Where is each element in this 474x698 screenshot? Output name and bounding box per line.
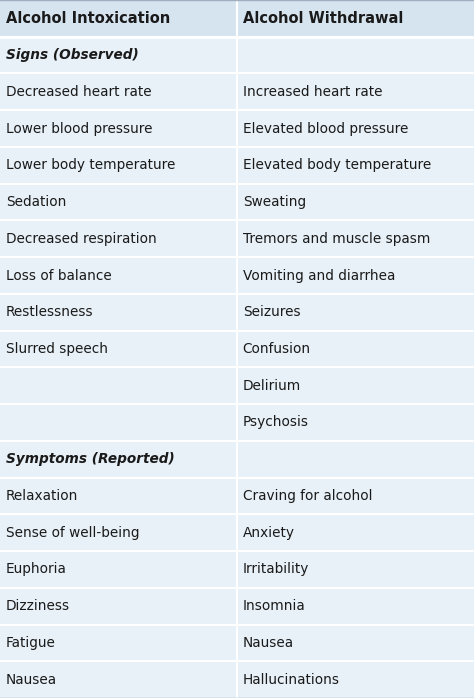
Text: Alcohol Intoxication: Alcohol Intoxication <box>6 11 170 26</box>
Text: Delirium: Delirium <box>243 379 301 393</box>
Bar <box>0 184 474 221</box>
Text: Elevated blood pressure: Elevated blood pressure <box>243 121 408 135</box>
Text: Lower body temperature: Lower body temperature <box>6 158 175 172</box>
Bar <box>0 257 474 294</box>
Text: Decreased heart rate: Decreased heart rate <box>6 85 151 99</box>
Bar <box>0 588 474 625</box>
Bar <box>0 477 474 514</box>
Bar <box>0 110 474 147</box>
Text: Dizziness: Dizziness <box>6 599 70 613</box>
Text: Lower blood pressure: Lower blood pressure <box>6 121 152 135</box>
Text: Irritability: Irritability <box>243 563 309 577</box>
Text: Nausea: Nausea <box>6 673 57 687</box>
Text: Symptoms (Reported): Symptoms (Reported) <box>6 452 174 466</box>
Text: Nausea: Nausea <box>243 636 294 650</box>
Text: Relaxation: Relaxation <box>6 489 78 503</box>
Bar <box>0 294 474 331</box>
Text: Elevated body temperature: Elevated body temperature <box>243 158 431 172</box>
Text: Restlessness: Restlessness <box>6 305 93 319</box>
Text: Psychosis: Psychosis <box>243 415 309 429</box>
Text: Seizures: Seizures <box>243 305 301 319</box>
Bar <box>0 441 474 477</box>
Bar <box>0 625 474 661</box>
Text: Tremors and muscle spasm: Tremors and muscle spasm <box>243 232 430 246</box>
Bar <box>0 551 474 588</box>
Bar <box>0 147 474 184</box>
Text: Loss of balance: Loss of balance <box>6 269 111 283</box>
Bar <box>0 367 474 404</box>
Text: Hallucinations: Hallucinations <box>243 673 340 687</box>
Text: Signs (Observed): Signs (Observed) <box>6 48 138 62</box>
Bar <box>0 73 474 110</box>
Text: Fatigue: Fatigue <box>6 636 55 650</box>
Text: Decreased respiration: Decreased respiration <box>6 232 156 246</box>
Text: Sweating: Sweating <box>243 195 306 209</box>
Text: Craving for alcohol: Craving for alcohol <box>243 489 372 503</box>
Bar <box>0 37 474 73</box>
Bar <box>0 221 474 257</box>
Text: Confusion: Confusion <box>243 342 311 356</box>
Text: Anxiety: Anxiety <box>243 526 295 540</box>
Bar <box>0 514 474 551</box>
Text: Insomnia: Insomnia <box>243 599 305 613</box>
Bar <box>0 661 474 698</box>
Text: Slurred speech: Slurred speech <box>6 342 108 356</box>
Text: Sense of well-being: Sense of well-being <box>6 526 139 540</box>
Text: Increased heart rate: Increased heart rate <box>243 85 382 99</box>
Text: Sedation: Sedation <box>6 195 66 209</box>
Bar <box>0 331 474 367</box>
Text: Alcohol Withdrawal: Alcohol Withdrawal <box>243 11 403 26</box>
Bar <box>0 404 474 441</box>
Text: Vomiting and diarrhea: Vomiting and diarrhea <box>243 269 395 283</box>
Text: Euphoria: Euphoria <box>6 563 66 577</box>
Bar <box>0 0 474 37</box>
